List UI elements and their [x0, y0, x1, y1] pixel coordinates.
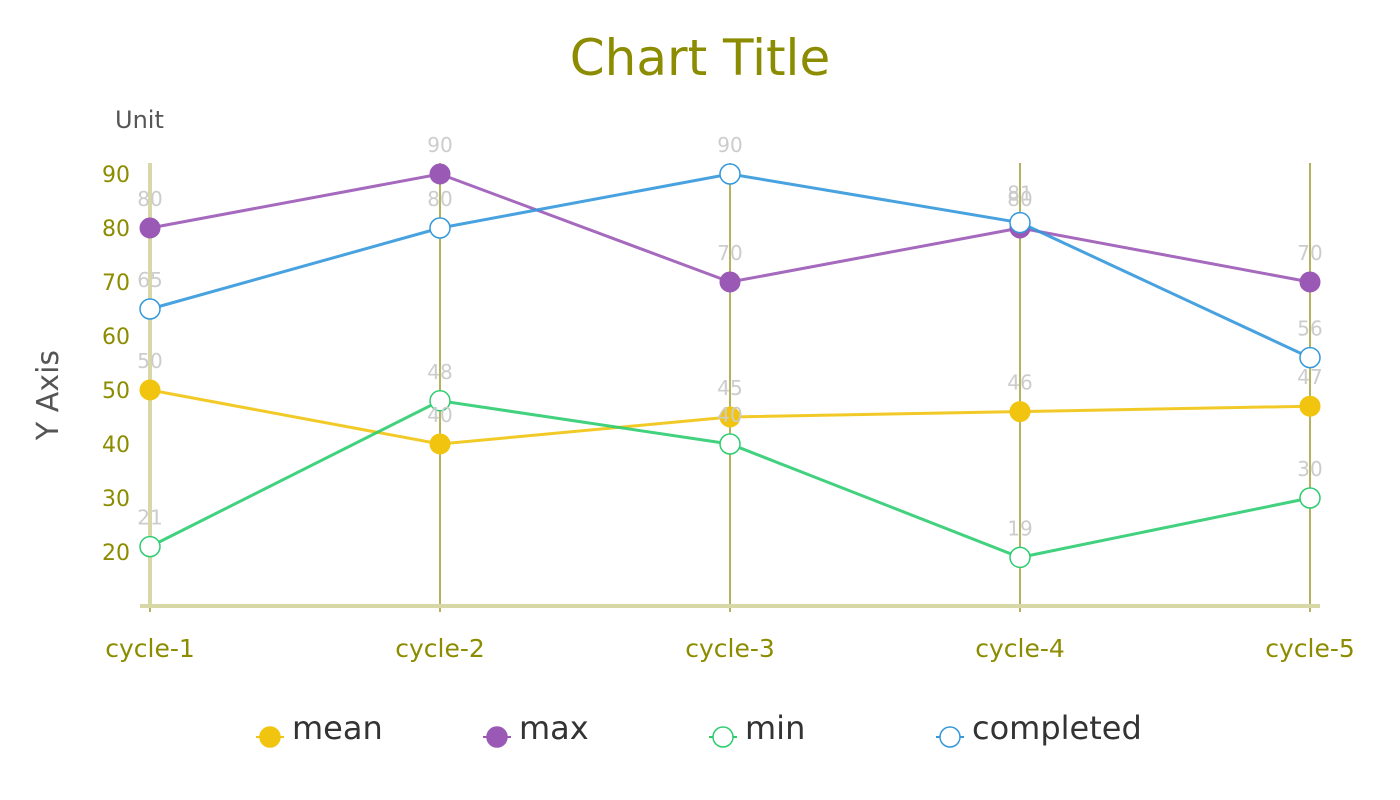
- data-label-max-cycle-2: 90: [427, 133, 452, 157]
- data-label-min-cycle-2: 48: [427, 360, 452, 384]
- legend-marker-min: [712, 726, 734, 748]
- data-label-min-cycle-3: 40: [717, 403, 742, 427]
- data-label-max-cycle-5: 70: [1297, 241, 1322, 265]
- data-label-mean-cycle-4: 46: [1007, 371, 1032, 395]
- data-label-min-cycle-1: 21: [137, 506, 162, 530]
- point-min-cycle-2: [429, 390, 451, 412]
- y-tick-label: 20: [102, 541, 130, 566]
- legend-label-completed[interactable]: completed: [972, 709, 1142, 747]
- data-labels: 50 40 45 46 47 80 90 70 80 70 21 48 40 19 30 65 80 90 81 56: [137, 133, 1322, 540]
- point-max-cycle-3: [719, 271, 741, 293]
- point-mean-cycle-2: [429, 433, 451, 455]
- x-tick-label: cycle-1: [105, 634, 195, 663]
- point-min-cycle-5: [1299, 487, 1321, 509]
- point-min-cycle-4: [1009, 546, 1031, 569]
- y-axis-label: Y Axis: [31, 350, 66, 441]
- data-label-completed-cycle-3: 90: [717, 133, 742, 157]
- x-tick-labels: cycle-1 cycle-2 cycle-3 cycle-4 cycle-5: [105, 634, 1355, 663]
- point-max-cycle-2: [429, 163, 451, 185]
- point-mean-cycle-5: [1299, 395, 1321, 417]
- legend-label-mean[interactable]: mean: [292, 709, 383, 747]
- y-tick-label: 60: [102, 325, 130, 350]
- data-label-max-cycle-3: 70: [717, 241, 742, 265]
- chart-title: Chart Title: [570, 29, 830, 87]
- data-label-mean-cycle-1: 50: [137, 349, 162, 373]
- data-label-mean-cycle-3: 45: [717, 376, 742, 400]
- point-max-cycle-5: [1299, 271, 1321, 293]
- point-max-cycle-1: [139, 217, 161, 239]
- y-tick-label: 40: [102, 433, 130, 458]
- point-completed-cycle-3: [719, 163, 741, 185]
- point-completed-cycle-4: [1009, 211, 1031, 234]
- data-label-min-cycle-4: 19: [1007, 516, 1032, 540]
- x-tick-label: cycle-4: [975, 634, 1065, 663]
- point-mean-cycle-4: [1009, 401, 1031, 423]
- point-mean-cycle-1: [139, 379, 161, 401]
- data-label-max-cycle-1: 80: [137, 187, 162, 211]
- legend-label-min[interactable]: min: [745, 709, 805, 747]
- point-completed-cycle-1: [139, 298, 161, 320]
- x-tick-label: cycle-5: [1265, 634, 1355, 663]
- y-tick-label: 70: [102, 271, 130, 296]
- x-tick-label: cycle-2: [395, 634, 485, 663]
- legend-marker-completed: [939, 726, 961, 748]
- data-label-mean-cycle-5: 47: [1297, 365, 1322, 389]
- data-label-min-cycle-5: 30: [1297, 457, 1322, 481]
- series-lines: [139, 163, 1321, 569]
- legend: mean max min completed: [256, 709, 1142, 748]
- legend-marker-max: [486, 726, 508, 748]
- y-tick-label: 80: [102, 217, 130, 242]
- point-completed-cycle-2: [429, 217, 451, 239]
- y-tick-label: 90: [102, 163, 130, 188]
- data-label-max-cycle-4: 80: [1007, 187, 1032, 211]
- data-label-completed-cycle-1: 65: [137, 268, 162, 292]
- y-tick-label: 30: [102, 487, 130, 512]
- unit-label: Unit: [115, 106, 164, 134]
- y-tick-labels: 20 30 40 50 60 70 80 90: [102, 163, 130, 566]
- data-label-mean-cycle-2: 40: [427, 403, 452, 427]
- point-mean-cycle-3: [719, 406, 741, 428]
- point-min-cycle-1: [139, 535, 161, 558]
- data-label-completed-cycle-4: 81: [1007, 182, 1032, 206]
- point-min-cycle-3: [719, 433, 741, 455]
- legend-marker-mean: [259, 726, 281, 748]
- x-tick-label: cycle-3: [685, 634, 775, 663]
- data-label-completed-cycle-2: 80: [427, 187, 452, 211]
- legend-label-max[interactable]: max: [519, 709, 589, 747]
- data-label-completed-cycle-5: 56: [1297, 317, 1322, 341]
- y-tick-label: 50: [102, 379, 130, 404]
- point-completed-cycle-5: [1299, 346, 1321, 369]
